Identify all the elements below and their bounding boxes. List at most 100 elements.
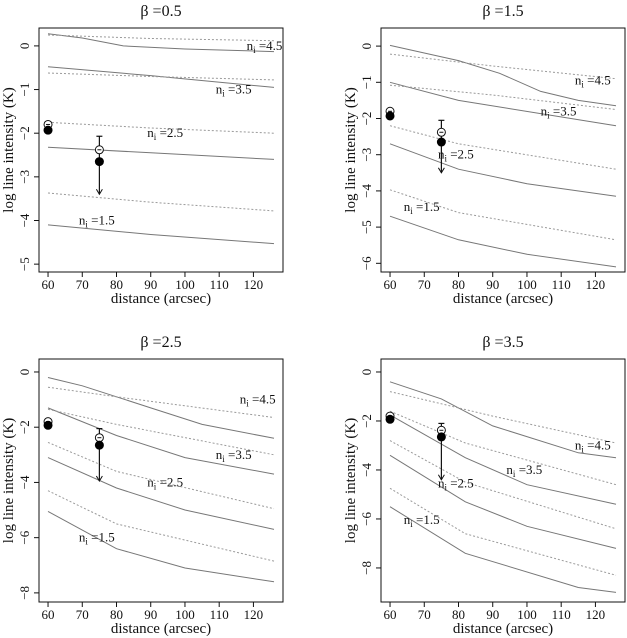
observed-point-filled xyxy=(436,432,446,442)
curve-label-value: =4.5 xyxy=(256,38,283,53)
curve-label-subscript: i xyxy=(253,45,256,55)
model-curve-ni-1-5-dotted xyxy=(47,192,275,212)
y-tick-label: −8 xyxy=(17,586,32,600)
curve-label-value: =3.5 xyxy=(225,447,252,462)
model-curve-ni-1-5-solid xyxy=(47,510,275,583)
x-tick-label: 70 xyxy=(76,277,89,292)
y-tick-label: 0 xyxy=(17,369,32,376)
curve-label-subscript: i xyxy=(444,482,447,492)
y-tick-label: −4 xyxy=(359,183,374,197)
x-tick-label: 110 xyxy=(210,607,229,622)
y-tick-label: −8 xyxy=(359,561,374,575)
x-tick-label: 80 xyxy=(110,607,123,622)
curve-label-value: =1.5 xyxy=(88,530,115,545)
observed-point-filled xyxy=(385,111,395,121)
curve-label-base: n xyxy=(438,475,445,490)
y-axis-label: log line intensity (K) xyxy=(1,418,17,543)
arrow-down-icon xyxy=(437,474,445,481)
model-curve-ni-2-5-solid xyxy=(47,146,275,160)
curve-label: ni =1.5 xyxy=(79,212,115,229)
observed-point-filled xyxy=(94,157,104,167)
curve-label-base: n xyxy=(147,125,154,140)
curve-label-subscript: i xyxy=(444,154,447,164)
y-axis-label: log line intensity (K) xyxy=(343,418,359,543)
x-tick-label: 90 xyxy=(144,277,157,292)
model-curve-ni-4-5-solid xyxy=(47,377,275,439)
x-tick-label: 120 xyxy=(244,277,264,292)
arrow-down-icon xyxy=(437,167,445,174)
observed-point-filled xyxy=(43,420,53,430)
model-curve-ni-2-5-solid xyxy=(47,457,275,530)
y-tick-label: 0 xyxy=(359,43,374,50)
panel-1: β =0.5 60 70 80 90 100 110 120 0 −1 −2 −3 −4 −5 distan… xyxy=(1,3,284,307)
x-tick-label: 120 xyxy=(586,277,606,292)
x-tick-label: 90 xyxy=(144,607,157,622)
curve-label: ni =2.5 xyxy=(147,125,183,142)
curve-label-value: =2.5 xyxy=(156,474,183,489)
y-tick-label: −5 xyxy=(359,220,374,234)
x-axis-label: distance (arcsec) xyxy=(111,291,211,307)
curve-label-value: =4.5 xyxy=(249,392,276,407)
curve-label-subscript: i xyxy=(581,444,584,454)
curve-label-subscript: i xyxy=(410,206,413,216)
panel-title: β =2.5 xyxy=(140,334,181,351)
curve-label-base: n xyxy=(506,462,513,477)
curve-label-subscript: i xyxy=(154,481,157,491)
curve-label: ni =4.5 xyxy=(575,72,611,89)
x-tick-label: 70 xyxy=(76,607,89,622)
panel-2: β =1.5 60 70 80 90 100 110 120 0 −1 −2 −3 −4 −5 −6 dist… xyxy=(343,3,626,307)
curve-label-value: =2.5 xyxy=(447,147,474,162)
curve-label-subscript: i xyxy=(246,399,249,409)
curve-label-value: =4.5 xyxy=(584,72,611,87)
panel-4: β =3.5 60 70 80 90 100 110 120 0 −2 −4 −6 −8 distance… xyxy=(343,334,626,637)
model-curve-ni-1-5-solid xyxy=(389,506,617,593)
curve-label-subscript: i xyxy=(581,79,584,89)
curve-label-subscript: i xyxy=(85,537,88,547)
model-curve-ni-4-5-dotted xyxy=(389,391,617,444)
curve-label: ni =4.5 xyxy=(247,38,283,55)
model-curve-ni-1-5-solid xyxy=(47,224,275,245)
observed-point-filled xyxy=(436,137,446,147)
curve-label: ni =3.5 xyxy=(216,447,252,464)
y-tick-label: −1 xyxy=(359,75,374,89)
x-tick-label: 100 xyxy=(175,277,195,292)
plot-frame xyxy=(380,27,626,273)
model-curve-ni-3-5-solid xyxy=(389,414,617,505)
model-curve-ni-1-5-dotted xyxy=(389,487,617,576)
curve-label-value: =1.5 xyxy=(413,512,440,527)
panel-title: β =3.5 xyxy=(482,334,523,351)
y-tick-label: −2 xyxy=(17,420,32,434)
model-curve-ni-2-5-dotted xyxy=(47,441,275,510)
y-tick-label: −6 xyxy=(359,512,374,526)
y-tick-label: −2 xyxy=(359,112,374,126)
x-tick-label: 100 xyxy=(517,277,537,292)
arrow-down-icon xyxy=(95,189,103,196)
curve-label-base: n xyxy=(147,474,154,489)
model-curve-ni-3-5-dotted xyxy=(47,408,275,456)
curve-label-subscript: i xyxy=(410,519,413,529)
x-tick-label: 100 xyxy=(175,607,195,622)
x-tick-label: 90 xyxy=(486,277,499,292)
curve-label: ni =4.5 xyxy=(575,437,611,454)
model-curve-ni-2-5-solid xyxy=(389,143,617,197)
panel-3: β =2.5 60 70 80 90 100 110 120 0 −2 −4 −6 −8 distance… xyxy=(1,334,284,637)
curve-label-subscript: i xyxy=(222,89,225,99)
y-tick-label: −6 xyxy=(17,530,32,544)
y-tick-label: −5 xyxy=(17,257,32,271)
curve-label-base: n xyxy=(216,82,223,97)
curve-label: ni =1.5 xyxy=(404,512,440,529)
x-tick-label: 60 xyxy=(42,277,55,292)
y-tick-label: −3 xyxy=(359,148,374,162)
curve-label-subscript: i xyxy=(222,454,225,464)
x-tick-label: 70 xyxy=(418,277,431,292)
y-tick-label: −4 xyxy=(359,463,374,477)
curve-label-value: =3.5 xyxy=(225,82,252,97)
curve-label-value: =2.5 xyxy=(447,475,474,490)
curve-label-subscript: i xyxy=(154,132,157,142)
curve-label-base: n xyxy=(541,103,548,118)
curve-label: ni =2.5 xyxy=(147,474,183,491)
curve-label: ni =3.5 xyxy=(216,82,252,99)
model-curve-ni-2-5-solid xyxy=(389,454,617,549)
y-axis-label: log line intensity (K) xyxy=(1,87,17,212)
